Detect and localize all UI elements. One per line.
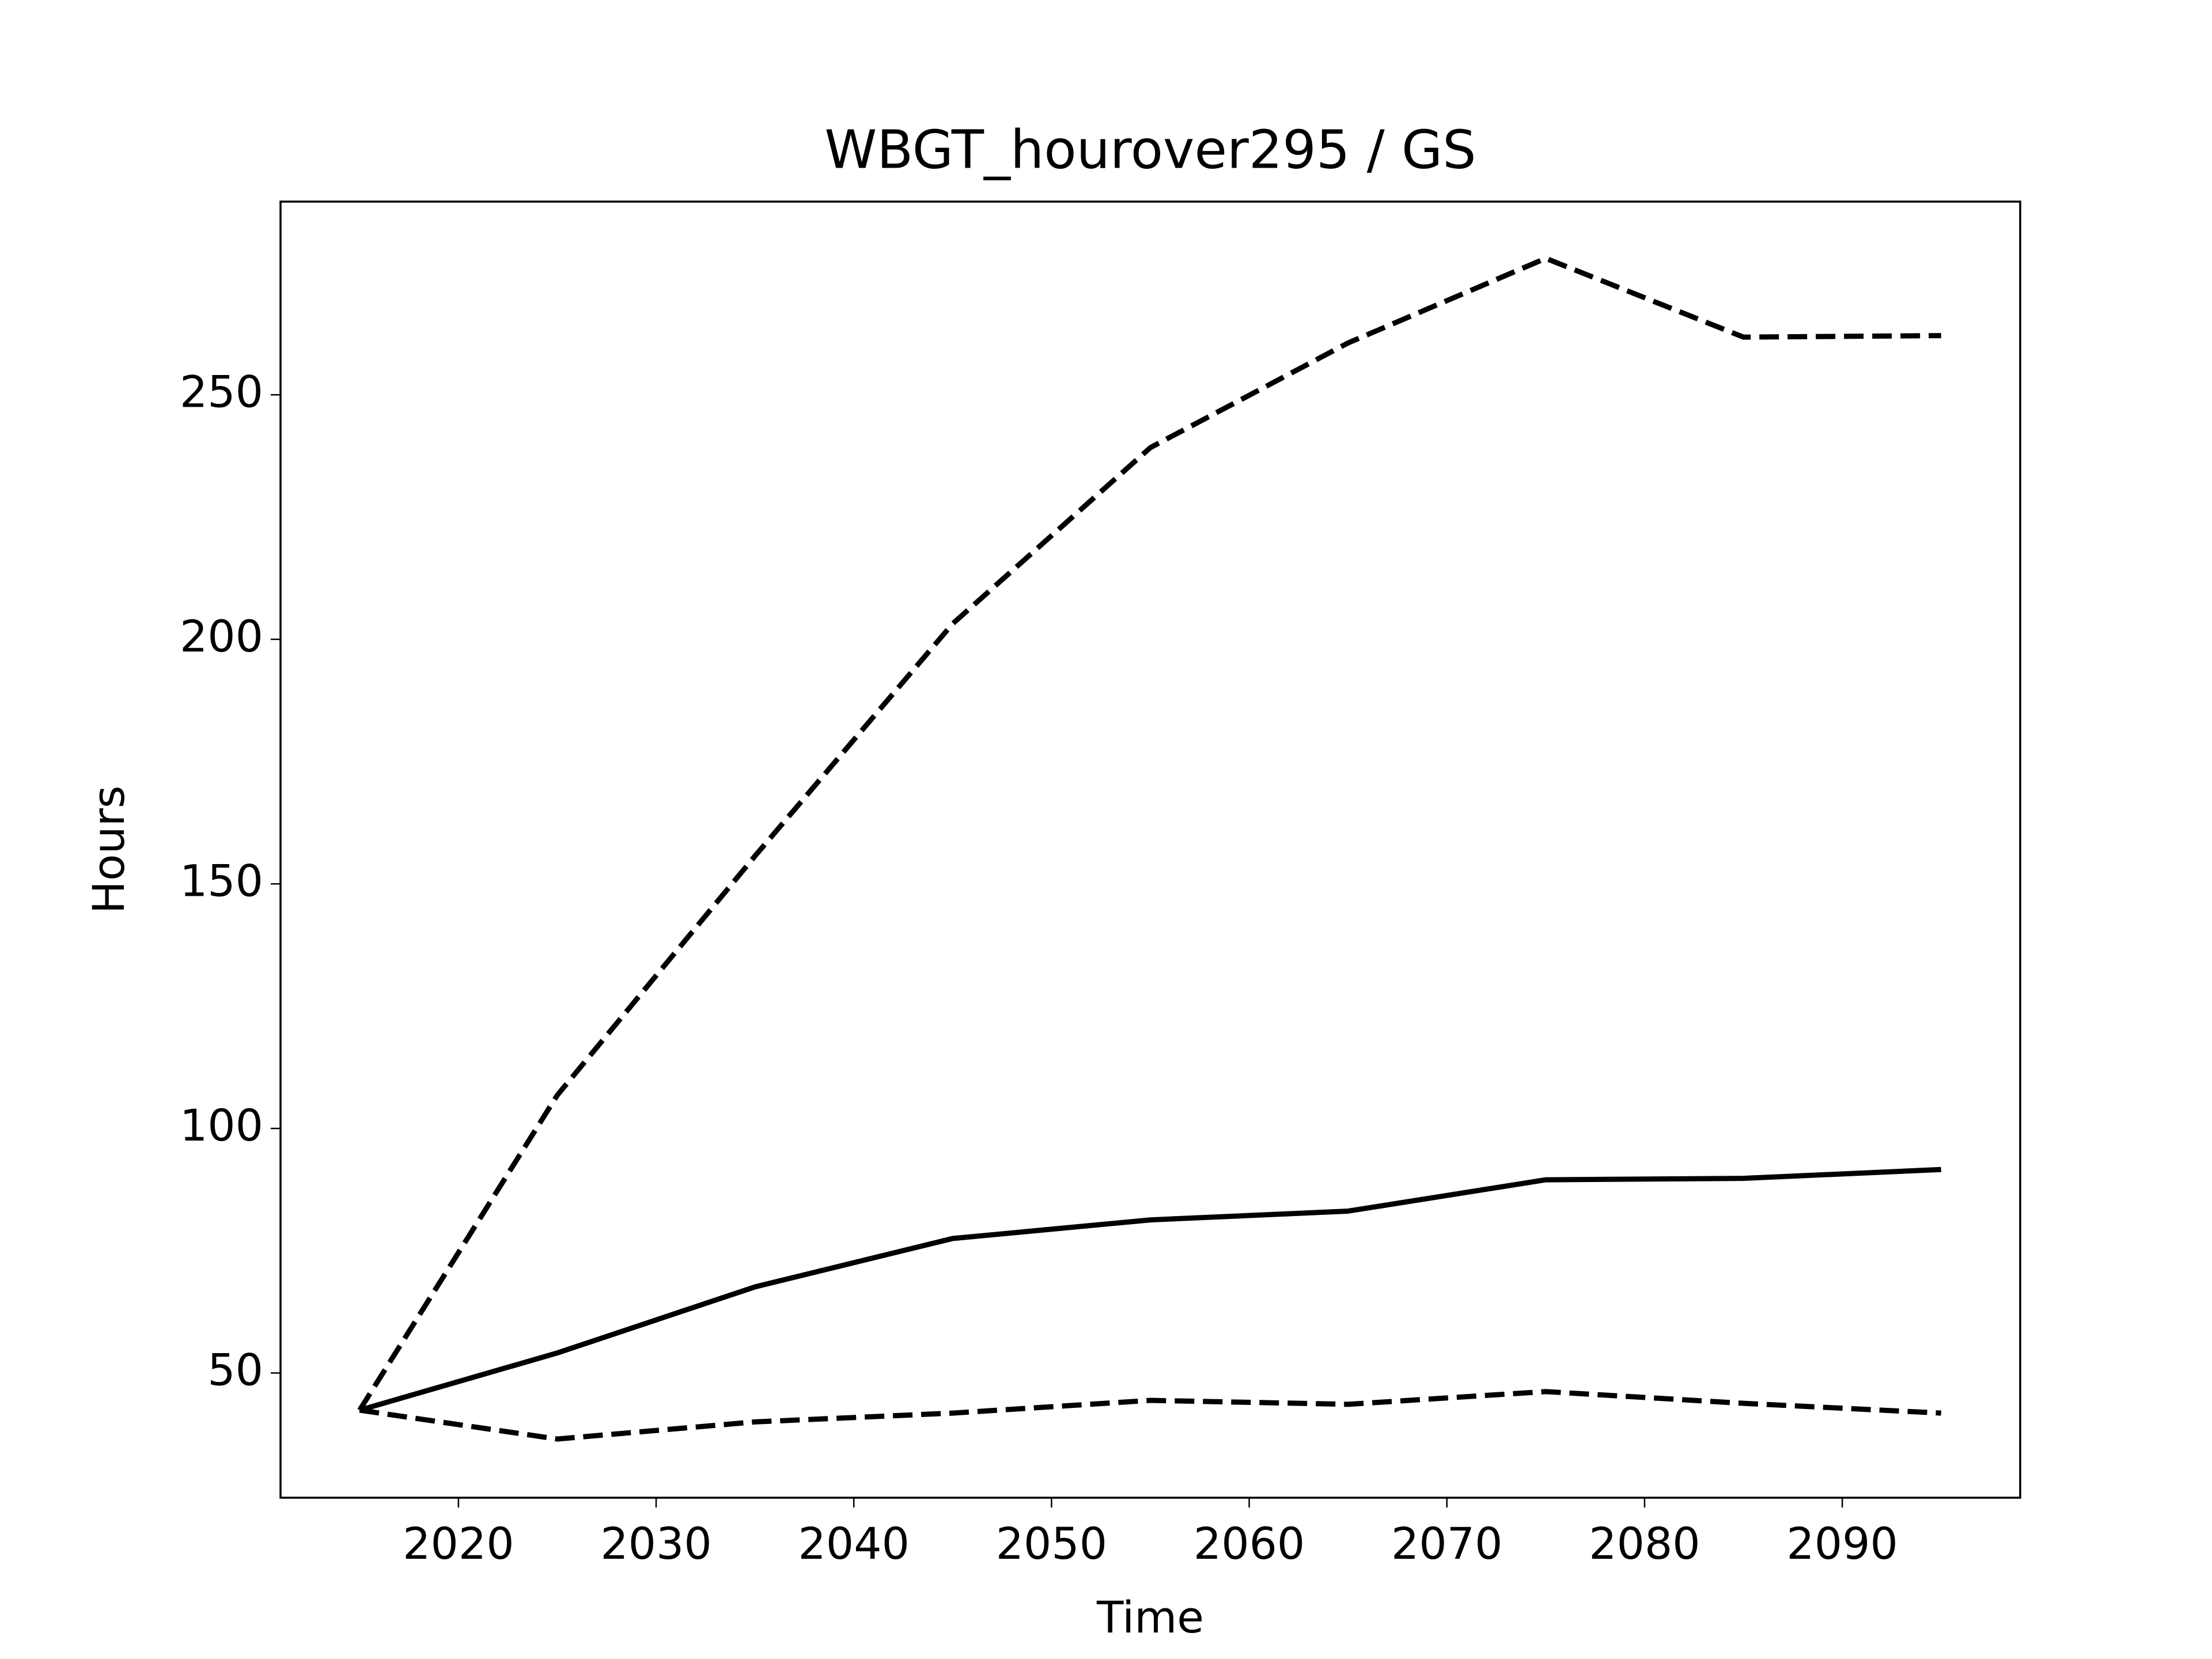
x-tick-label: 2020: [403, 1518, 514, 1569]
x-tick-label: 2040: [798, 1518, 910, 1569]
x-axis-label: Time: [1096, 1592, 1204, 1643]
plot-frame: [279, 200, 2021, 1499]
x-tick-label: 2060: [1194, 1518, 1305, 1569]
series-line: [359, 1389, 1941, 1442]
x-tick-label: 2080: [1589, 1518, 1700, 1569]
series-line: [357, 255, 1941, 1412]
x-tick-label: 2030: [600, 1518, 711, 1569]
x-tick-label: 2070: [1391, 1518, 1502, 1569]
y-tick-label: 250: [180, 366, 263, 417]
y-axis-label: Hours: [83, 786, 134, 914]
y-tick-label: 100: [180, 1100, 263, 1151]
chart-title: WBGT_hourover295 / GS: [824, 119, 1476, 180]
y-tick-label: 50: [207, 1344, 263, 1395]
x-tick-label: 2050: [996, 1518, 1107, 1569]
series-line: [359, 1166, 1941, 1413]
y-tick-label: 150: [180, 855, 263, 906]
y-tick-label: 200: [180, 611, 263, 662]
x-tick-label: 2090: [1786, 1518, 1897, 1569]
